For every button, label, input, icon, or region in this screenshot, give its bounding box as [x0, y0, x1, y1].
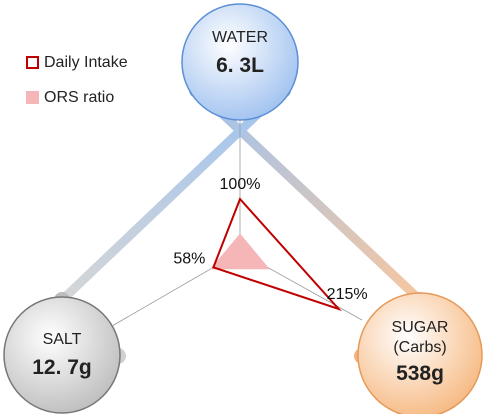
- category: SUGAR (Carbs): [391, 319, 449, 356]
- category: SALT: [42, 331, 82, 348]
- data-label: 100%: [220, 176, 261, 193]
- node-label: SUGAR (Carbs) 538g: [380, 318, 460, 386]
- radar: 100% 58% 215%: [111, 120, 368, 327]
- intake-line: [212, 197, 342, 312]
- legend-swatch: [26, 56, 39, 69]
- legend-swatch: [26, 91, 39, 104]
- node-label: WATER 6. 3L: [190, 28, 290, 78]
- band: [193, 86, 424, 304]
- amount: 6. 3L: [216, 54, 264, 77]
- node-circle: [3, 296, 121, 414]
- amount: 538g: [396, 362, 444, 385]
- amount: 12. 7g: [32, 356, 92, 379]
- data-label: 215%: [327, 286, 368, 303]
- node-circle: [357, 292, 483, 414]
- band: [58, 86, 287, 304]
- legend: Daily Intake ORS ratio: [26, 54, 128, 106]
- legend-label: ORS ratio: [44, 89, 114, 106]
- node-label: SALT 12. 7g: [12, 330, 112, 380]
- legend-label: Daily Intake: [44, 54, 128, 71]
- data-label: 58%: [173, 251, 205, 268]
- category: WATER: [212, 29, 268, 46]
- ors-area: [210, 233, 270, 270]
